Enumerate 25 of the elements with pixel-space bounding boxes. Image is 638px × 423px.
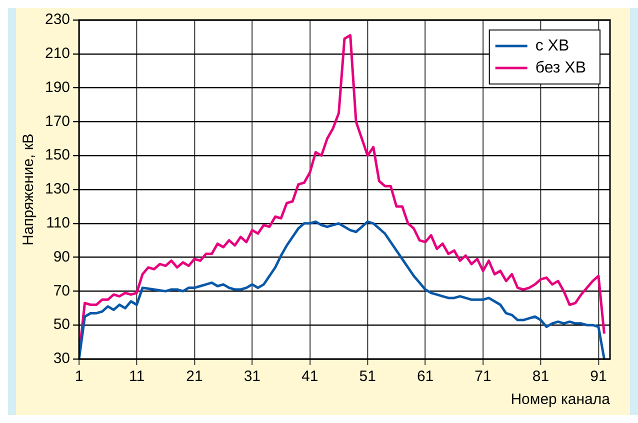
y-axis-title: Напряжение, кВ xyxy=(20,134,38,246)
y-tick-label: 230 xyxy=(44,11,70,28)
x-tick-label: 61 xyxy=(416,368,434,386)
y-tick-label: 70 xyxy=(53,282,70,300)
y-tick-label: 190 xyxy=(44,78,70,96)
legend-label: с ХВ xyxy=(535,37,570,54)
y-tick-label: 150 xyxy=(44,146,70,164)
y-tick-label: 110 xyxy=(46,214,70,232)
y-tick-label: 170 xyxy=(44,112,70,130)
x-tick-label: 21 xyxy=(186,368,203,386)
y-tick-label: 210 xyxy=(44,45,70,62)
legend-label: без ХВ xyxy=(535,59,586,76)
y-tick-label: 50 xyxy=(53,316,70,334)
x-tick-label: 41 xyxy=(302,368,318,386)
x-tick-label: 91 xyxy=(590,368,607,386)
x-axis-title: Номер канала xyxy=(510,391,611,408)
x-tick-label: 81 xyxy=(532,368,550,386)
x-tick-label: 51 xyxy=(359,368,376,386)
y-tick-label: 130 xyxy=(44,180,70,198)
y-tick-label: 90 xyxy=(53,248,70,266)
x-tick-label: 11 xyxy=(128,368,145,386)
x-tick-label: 71 xyxy=(474,368,492,386)
y-tick-label: 30 xyxy=(53,350,70,368)
x-tick-label: 1 xyxy=(74,368,84,386)
x-tick-label: 31 xyxy=(244,368,261,386)
